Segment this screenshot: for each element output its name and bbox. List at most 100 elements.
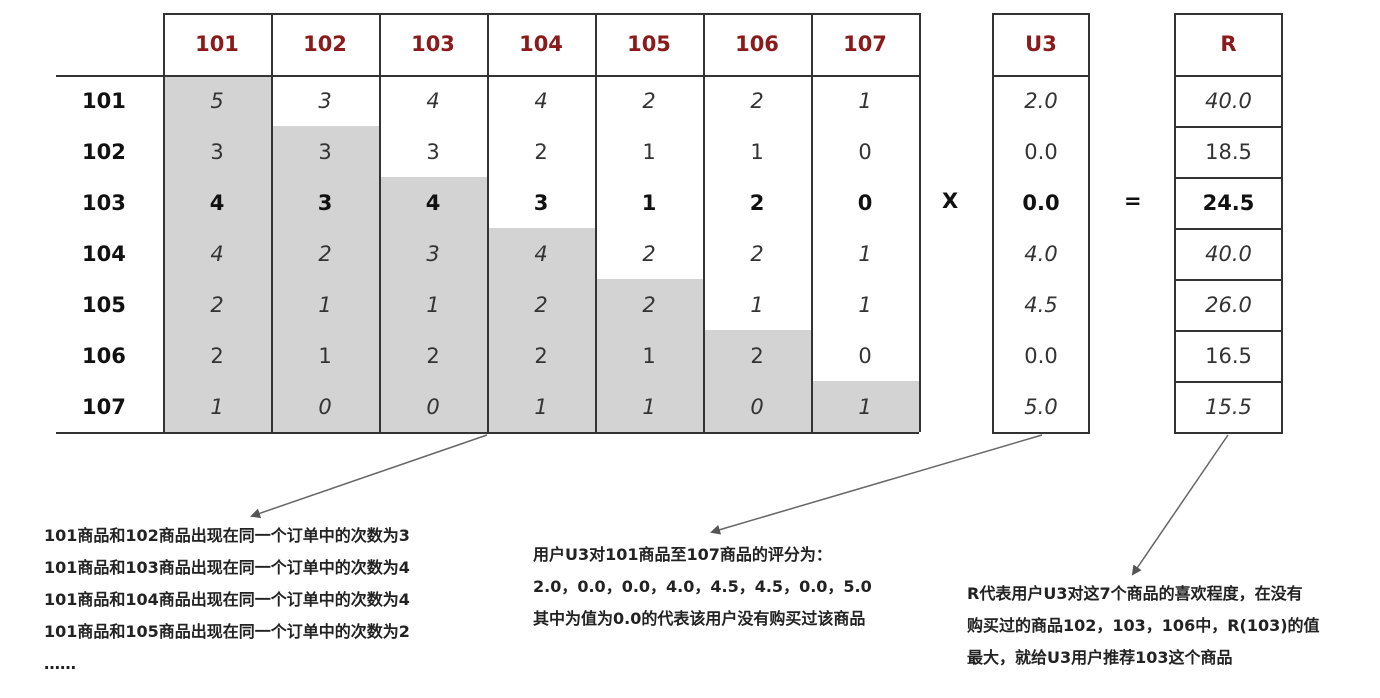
matrix-cell: 2 — [642, 88, 656, 113]
matrix-column-divider — [919, 13, 921, 432]
matrix-cell: 0 — [858, 343, 872, 368]
matrix-column-header: 106 — [735, 32, 779, 56]
r-value-box — [1174, 381, 1283, 434]
matrix-cell: 1 — [534, 394, 548, 419]
matrix-column-header: 107 — [843, 32, 887, 56]
note-right-line: 购买过的商品102，103，106中，R(103)的值 — [967, 616, 1320, 635]
matrix-bottom-border — [56, 432, 919, 434]
matrix-cell: 4 — [534, 88, 548, 113]
matrix-row-header: 101 — [82, 88, 126, 113]
u3-header: U3 — [1025, 32, 1057, 56]
u3-value: 0.0 — [1024, 343, 1058, 368]
matrix-cell: 3 — [317, 190, 333, 215]
matrix-row-header: 104 — [82, 241, 126, 266]
note-left-line: 101商品和104商品出现在同一个订单中的次数为4 — [44, 590, 410, 609]
note-right-line: R代表用户U3对这7个商品的喜欢程度，在没有 — [967, 584, 1303, 603]
note-left: 101商品和102商品出现在同一个订单中的次数为3 101商品和103商品出现在… — [44, 520, 410, 680]
matrix-column-header: 103 — [411, 32, 455, 56]
matrix-column-header: 102 — [303, 32, 347, 56]
matrix-cell: 1 — [641, 190, 657, 215]
matrix-row-header: 107 — [82, 394, 126, 419]
multiply-operator: X — [942, 189, 959, 213]
matrix-cell: 1 — [318, 292, 332, 317]
matrix-cell: 1 — [858, 88, 872, 113]
r-value: 26.0 — [1205, 292, 1252, 317]
matrix-cell: 2 — [750, 241, 764, 266]
matrix-row-header: 105 — [82, 292, 126, 317]
matrix-cell: 2 — [750, 88, 764, 113]
matrix-cell: 5 — [210, 88, 224, 113]
u3-value: 4.0 — [1024, 241, 1058, 266]
note-middle-line: 2.0，0.0，0.0，4.0，4.5，4.5，0.0，5.0 — [533, 577, 872, 596]
matrix-cell: 0 — [858, 139, 872, 164]
note-right-line: 最大，就给U3用户推荐103这个商品 — [967, 648, 1233, 667]
matrix-cell: 3 — [210, 139, 224, 164]
matrix-cell: 0 — [426, 394, 440, 419]
matrix-cell: 1 — [318, 343, 332, 368]
equals-operator: = — [1124, 189, 1142, 213]
matrix-cell: 4 — [209, 190, 225, 215]
note-middle-line: 其中为值为0.0的代表该用户没有购买过该商品 — [533, 609, 866, 628]
u3-value: 4.5 — [1024, 292, 1058, 317]
matrix-cell: 1 — [642, 139, 656, 164]
r-value: 16.5 — [1205, 343, 1252, 368]
u3-value: 0.0 — [1024, 139, 1058, 164]
matrix-cell: 2 — [642, 292, 656, 317]
matrix-cell: 3 — [426, 241, 440, 266]
matrix-cell: 1 — [426, 292, 440, 317]
note-left-line: 101商品和103商品出现在同一个订单中的次数为4 — [44, 558, 410, 577]
matrix-cell: 1 — [858, 394, 872, 419]
matrix-cell: 2 — [210, 343, 224, 368]
matrix-column-divider — [811, 13, 813, 432]
matrix-cell: 2 — [318, 241, 332, 266]
matrix-shaded-region — [271, 126, 379, 432]
r-value: 18.5 — [1205, 139, 1252, 164]
matrix-shaded-region — [379, 177, 487, 432]
r-value: 15.5 — [1205, 394, 1252, 419]
matrix-cell: 3 — [318, 139, 332, 164]
matrix-column-divider — [163, 13, 165, 432]
matrix-column-divider — [703, 13, 705, 432]
matrix-column-header: 104 — [519, 32, 563, 56]
matrix-cell: 2 — [426, 343, 440, 368]
matrix-cell: 3 — [426, 139, 440, 164]
matrix-shaded-region — [595, 279, 703, 432]
arrow-u3-to-middle-note — [710, 434, 1043, 535]
note-middle-line: 用户U3对101商品至107商品的评分为： — [533, 545, 832, 564]
r-value: 24.5 — [1202, 190, 1255, 215]
matrix-row-header: 103 — [82, 190, 126, 215]
matrix-cell: 0 — [318, 394, 332, 419]
matrix-column-header: 101 — [195, 32, 239, 56]
arrow-matrix-to-left-note — [250, 434, 488, 519]
note-right: R代表用户U3对这7个商品的喜欢程度，在没有 购买过的商品102，103，106… — [967, 578, 1320, 674]
matrix-column-divider — [487, 13, 489, 432]
r-value: 40.0 — [1205, 88, 1252, 113]
matrix-row-header: 102 — [82, 139, 126, 164]
u3-values-box — [992, 75, 1090, 434]
matrix-cell: 1 — [642, 343, 656, 368]
matrix-cell: 3 — [533, 190, 549, 215]
matrix-cell: 2 — [534, 343, 548, 368]
note-left-line: 101商品和105商品出现在同一个订单中的次数为2 — [44, 622, 410, 641]
u3-value: 2.0 — [1024, 88, 1058, 113]
matrix-cell: 4 — [426, 88, 440, 113]
matrix-cell: 1 — [642, 394, 656, 419]
matrix-cell: 4 — [534, 241, 548, 266]
matrix-cell: 2 — [749, 190, 765, 215]
matrix-top-border — [163, 13, 919, 15]
note-left-line: 101商品和102商品出现在同一个订单中的次数为3 — [44, 526, 410, 545]
matrix-column-divider — [271, 13, 273, 432]
matrix-cell: 1 — [858, 292, 872, 317]
note-middle: 用户U3对101商品至107商品的评分为： 2.0，0.0，0.0，4.0，4.… — [533, 539, 872, 635]
matrix-cell: 2 — [534, 292, 548, 317]
matrix-cell: 1 — [858, 241, 872, 266]
matrix-cell: 1 — [750, 292, 764, 317]
note-left-line: …… — [44, 654, 76, 673]
arrow-r-to-right-note — [1131, 434, 1229, 576]
matrix-column-header: 105 — [627, 32, 671, 56]
matrix-shaded-region — [811, 381, 919, 432]
matrix-cell: 1 — [750, 139, 764, 164]
matrix-row-header: 106 — [82, 343, 126, 368]
matrix-cell: 2 — [534, 139, 548, 164]
